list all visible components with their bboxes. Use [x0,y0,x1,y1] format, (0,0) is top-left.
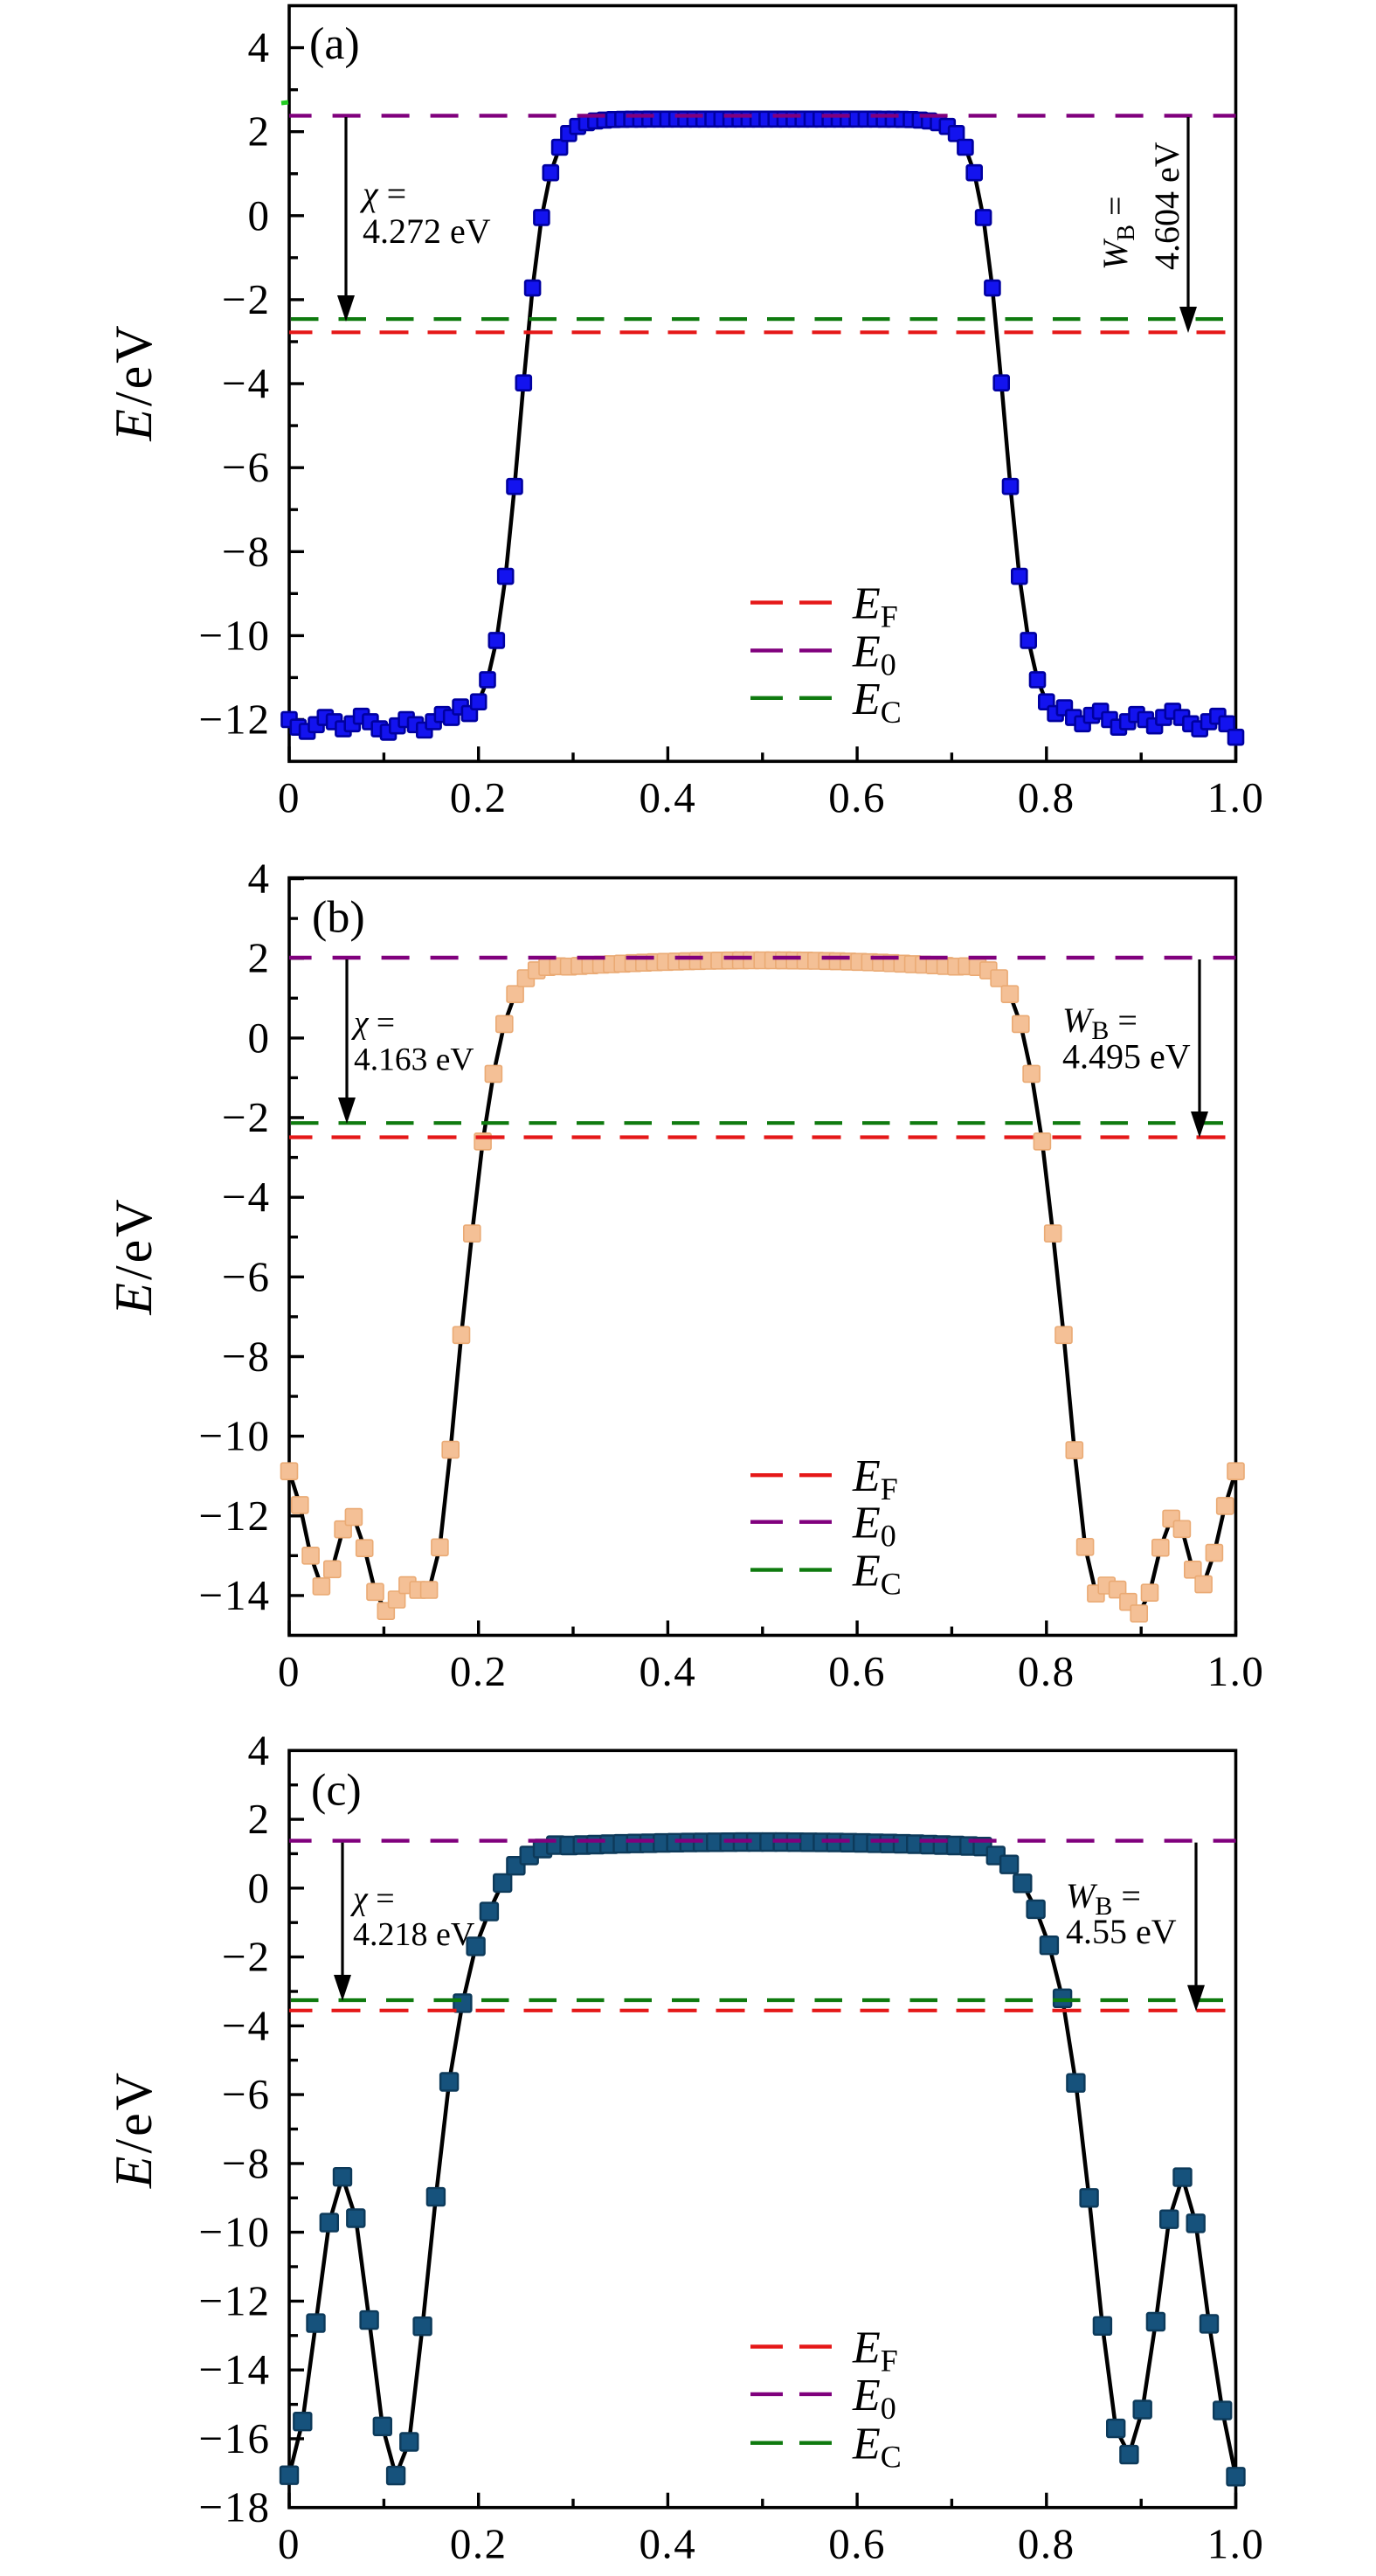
svg-text:1.0: 1.0 [1207,1647,1265,1695]
svg-text:0.4: 0.4 [640,773,697,821]
svg-text:−10: −10 [198,2208,271,2256]
svg-text:(c): (c) [311,1766,362,1816]
svg-text:χ =: χ = [349,1880,395,1917]
svg-text:−12: −12 [198,696,271,744]
svg-text:0.8: 0.8 [1018,2519,1075,2567]
svg-text:0.8: 0.8 [1018,1647,1075,1695]
svg-text:2: 2 [248,934,272,982]
svg-text:(b): (b) [312,893,365,943]
svg-text:−2: −2 [222,1933,271,1981]
svg-text:−6: −6 [222,443,271,491]
svg-text:−10: −10 [198,611,271,659]
svg-text:WB =: WB = [1066,1876,1141,1921]
svg-text:WB =: WB = [1062,1001,1137,1045]
svg-text:0.8: 0.8 [1018,773,1075,821]
svg-text:−18: −18 [198,2483,271,2531]
svg-text:0.2: 0.2 [450,2519,508,2567]
svg-text:−2: −2 [222,1093,271,1141]
svg-text:E0: E0 [852,1499,896,1554]
svg-text:−2: −2 [222,275,271,323]
svg-text:4: 4 [248,24,272,72]
svg-text:1.0: 1.0 [1207,773,1265,821]
svg-text:E/eV: E/eV [105,1196,162,1315]
svg-text:−8: −8 [222,1333,271,1381]
svg-text:0: 0 [248,1014,272,1062]
svg-text:−8: −8 [222,2139,271,2187]
svg-text:2: 2 [248,107,272,156]
svg-text:0.2: 0.2 [450,773,508,821]
svg-text:−4: −4 [222,1173,271,1221]
svg-text:E/eV: E/eV [105,322,162,441]
svg-text:χ =: χ = [351,1005,395,1041]
svg-text:4: 4 [248,855,272,903]
svg-text:EC: EC [852,2420,902,2475]
svg-text:−14: −14 [198,1571,271,1619]
svg-text:2: 2 [248,1795,272,1843]
svg-text:0: 0 [278,773,301,821]
svg-text:−4: −4 [222,359,271,407]
svg-text:−10: −10 [198,1412,271,1460]
svg-text:EC: EC [852,675,902,730]
svg-text:0.2: 0.2 [450,1647,508,1695]
svg-text:0.6: 0.6 [828,2519,886,2567]
svg-text:EC: EC [852,1547,902,1602]
svg-text:−8: −8 [222,527,271,575]
svg-text:0.4: 0.4 [640,1647,697,1695]
svg-text:−4: −4 [222,2001,271,2049]
svg-text:0.4: 0.4 [640,2519,697,2567]
svg-text:4.604 eV: 4.604 eV [1147,142,1186,270]
svg-text:0: 0 [278,2519,301,2567]
svg-text:EF: EF [852,2323,898,2379]
svg-text:E0: E0 [852,627,896,682]
svg-text:EF: EF [852,579,898,634]
svg-text:4.218 eV: 4.218 eV [353,1916,475,1953]
svg-text:−6: −6 [222,2070,271,2118]
svg-text:4: 4 [248,1726,272,1774]
svg-text:E/eV: E/eV [105,2070,162,2189]
svg-text:0: 0 [278,1647,301,1695]
svg-text:EF: EF [852,1451,898,1506]
svg-text:E0: E0 [852,2371,896,2426]
svg-text:0.6: 0.6 [828,1647,886,1695]
svg-text:0: 0 [248,1864,272,1912]
svg-text:4.272 eV: 4.272 eV [363,211,491,251]
svg-text:(a): (a) [309,19,360,69]
svg-text:4.163 eV: 4.163 eV [354,1042,474,1078]
svg-text:−12: −12 [198,1492,271,1540]
svg-text:4.55 eV: 4.55 eV [1066,1912,1177,1951]
svg-text:4.495 eV: 4.495 eV [1062,1037,1191,1077]
svg-text:−12: −12 [198,2276,271,2324]
svg-text:0.6: 0.6 [828,773,886,821]
svg-text:1.0: 1.0 [1207,2519,1265,2567]
svg-text:0: 0 [248,191,272,239]
svg-text:χ =: χ = [359,174,406,213]
svg-text:−16: −16 [198,2414,271,2462]
svg-text:−14: −14 [198,2345,271,2393]
svg-text:WB =: WB = [1096,196,1140,270]
svg-text:−6: −6 [222,1252,271,1300]
